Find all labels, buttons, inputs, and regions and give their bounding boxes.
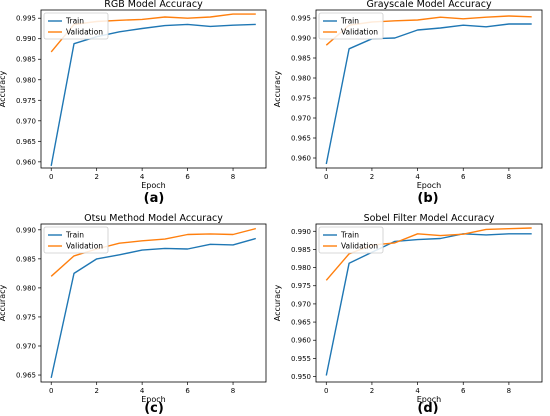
y-tick-label: 0.990 <box>291 35 311 43</box>
series-line-0 <box>325 233 532 376</box>
legend-entry-0: Train <box>65 17 84 26</box>
y-axis-label: Accuracy <box>0 284 7 321</box>
x-tick-label: 6 <box>461 387 466 395</box>
chart-panel-3: Sobel Filter Model Accuracy 0.950 0.955 0.9… <box>273 213 543 416</box>
x-tick-label: 0 <box>324 173 328 181</box>
series-line-0 <box>50 237 256 379</box>
series-line-0 <box>50 23 256 167</box>
series-line-0 <box>325 23 532 165</box>
x-tick-label: 4 <box>415 173 420 181</box>
chart-title: Grayscale Model Accuracy <box>366 0 492 10</box>
y-tick-label: 0.990 <box>291 228 311 236</box>
y-tick-label: 0.970 <box>16 117 36 125</box>
y-tick-label: 0.965 <box>16 138 36 146</box>
x-axis-label: Epoch <box>141 395 166 404</box>
y-tick-label: 0.965 <box>291 319 311 327</box>
x-tick-label: 4 <box>140 173 145 181</box>
x-tick-label: 6 <box>185 173 190 181</box>
y-tick-label: 0.980 <box>16 284 36 292</box>
y-tick-label: 0.995 <box>291 15 311 23</box>
legend-entry-1: Validation <box>66 28 103 37</box>
y-tick-label: 0.980 <box>16 76 36 84</box>
y-tick-label: 0.985 <box>16 255 36 263</box>
x-tick-label: 2 <box>94 173 98 181</box>
chart-title: RGB Model Accuracy <box>104 0 203 10</box>
plot-frame <box>40 223 267 383</box>
chart-title: Sobel Filter Model Accuracy <box>364 213 495 224</box>
y-tick-label: 0.975 <box>291 282 311 290</box>
x-tick-label: 4 <box>415 387 420 395</box>
legend-entry-0: Train <box>340 17 359 26</box>
chart-panel-0: RGB Model Accuracy 0.960 0.965 0.970 0.975 0.… <box>0 0 267 206</box>
y-axis-label: Accuracy <box>273 284 282 321</box>
x-tick-label: 4 <box>140 387 145 395</box>
x-axis-label: Epoch <box>141 181 166 190</box>
plot-frame <box>315 9 543 169</box>
x-tick-label: 0 <box>49 387 53 395</box>
legend-entry-1: Validation <box>341 28 378 37</box>
y-tick-label: 0.985 <box>291 246 311 254</box>
x-tick-label: 0 <box>49 173 53 181</box>
x-tick-label: 2 <box>94 387 98 395</box>
y-tick-label: 0.985 <box>291 55 311 63</box>
y-tick-label: 0.980 <box>291 75 311 83</box>
legend-entry-1: Validation <box>341 242 378 251</box>
y-tick-label: 0.965 <box>291 135 311 143</box>
panel-label: (d) <box>417 401 438 416</box>
panel-label: (a) <box>144 191 165 206</box>
x-tick-label: 6 <box>461 173 466 181</box>
chart-panel-1: Grayscale Model Accuracy 0.960 0.965 0.970 0… <box>273 0 543 206</box>
legend-entry-0: Train <box>340 231 359 240</box>
y-tick-label: 0.960 <box>16 158 36 166</box>
y-tick-label: 0.990 <box>16 35 36 43</box>
y-tick-label: 0.965 <box>16 372 36 380</box>
y-tick-label: 0.960 <box>291 155 311 163</box>
x-tick-label: 2 <box>370 173 374 181</box>
x-tick-label: 8 <box>507 173 511 181</box>
chart-panel-2: Otsu Method Model Accuracy 0.965 0.970 0.97… <box>0 213 267 416</box>
chart-title: Otsu Method Model Accuracy <box>84 213 223 224</box>
panel-label: (b) <box>417 191 438 206</box>
y-tick-label: 0.980 <box>291 264 311 272</box>
x-tick-label: 6 <box>185 387 190 395</box>
y-tick-label: 0.970 <box>291 300 311 308</box>
y-tick-label: 0.970 <box>291 115 311 123</box>
plot-frame <box>315 223 543 383</box>
panel-label: (c) <box>144 401 164 416</box>
y-tick-label: 0.985 <box>16 56 36 64</box>
x-tick-label: 0 <box>324 387 328 395</box>
x-tick-label: 8 <box>231 387 235 395</box>
y-tick-label: 0.995 <box>16 15 36 23</box>
plot-frame <box>40 9 267 169</box>
x-tick-label: 8 <box>507 387 511 395</box>
y-tick-label: 0.975 <box>291 95 311 103</box>
y-axis-label: Accuracy <box>273 70 282 107</box>
y-tick-label: 0.970 <box>16 342 36 350</box>
y-axis-label: Accuracy <box>0 70 7 107</box>
x-axis-label: Epoch <box>417 181 442 190</box>
y-tick-label: 0.990 <box>16 226 36 234</box>
x-tick-label: 8 <box>231 173 235 181</box>
y-tick-label: 0.960 <box>291 337 311 345</box>
y-tick-label: 0.975 <box>16 97 36 105</box>
y-tick-label: 0.950 <box>291 373 311 381</box>
legend-entry-0: Train <box>65 231 84 240</box>
y-tick-label: 0.955 <box>291 355 311 363</box>
y-tick-label: 0.975 <box>16 313 36 321</box>
x-tick-label: 2 <box>370 387 374 395</box>
legend-entry-1: Validation <box>66 242 103 251</box>
x-axis-label: Epoch <box>417 395 442 404</box>
